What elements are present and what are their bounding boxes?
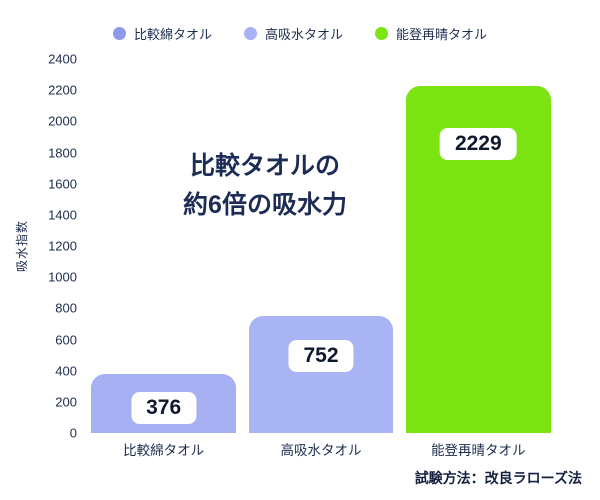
y-axis-ticks: 0 200 400 600 800 1000 1200 1400 1600 1800 2000 220… — [35, 53, 77, 440]
y-tick-label: 1800 — [48, 145, 77, 160]
annotation-line: 約6倍の吸水力 — [183, 190, 347, 219]
y-axis-title: 吸水指数 — [15, 220, 29, 273]
bar-value-label: 2229 — [439, 127, 517, 160]
annotation-line: 比較タオルの — [189, 152, 340, 180]
y-tick-label: 800 — [55, 300, 77, 316]
y-tick-label: 1600 — [48, 176, 77, 192]
y-tick-label: 1400 — [48, 207, 77, 223]
legend-dot-icon — [375, 27, 388, 40]
bar-1: 376 — [91, 374, 237, 433]
y-tick-label: 2200 — [48, 82, 77, 98]
legend-label: 能登再晴タオル — [396, 27, 488, 42]
annotation: 比較タオルの 約6倍の吸水力 — [85, 147, 445, 225]
bar-column: 2229 — [400, 59, 557, 433]
y-tick-label: 400 — [55, 363, 77, 379]
bar-value-label: 752 — [288, 339, 354, 372]
y-tick-label: 600 — [55, 332, 77, 347]
bar-3: 2229 — [405, 85, 551, 433]
bar-column: 376 — [85, 59, 242, 433]
x-axis-labels: 比較綿タオル 高吸水タオル 能登再晴タオル — [85, 439, 557, 459]
x-axis-label: 能登再晴タオル — [431, 443, 526, 458]
y-tick-label: 2000 — [48, 113, 77, 129]
y-tick-label: 2400 — [48, 51, 77, 67]
legend-label: 高吸水タオル — [264, 27, 343, 42]
bar-value-label: 376 — [131, 392, 197, 425]
legend-item: 比較綿タオル — [112, 24, 212, 43]
bar-column: 752 — [242, 59, 399, 433]
y-tick-label: 1200 — [48, 238, 77, 254]
legend-dot-icon — [112, 27, 126, 40]
legend-item: 高吸水タオル — [243, 24, 343, 43]
plot-area: 吸水指数 0 200 400 600 800 1000 1200 1400 1600 1800 20… — [15, 53, 557, 458]
legend: 比較綿タオル 高吸水タオル 能登再晴タオル — [0, 24, 600, 43]
legend-label: 比較綿タオル — [133, 27, 212, 42]
x-axis-label: 比較綿タオル — [123, 443, 205, 458]
y-tick-label: 0 — [69, 425, 77, 441]
bars: 376 752 2229 — [85, 59, 557, 433]
y-tick-label: 200 — [55, 394, 77, 410]
footnote: 試験方法：改良ラローズ法 — [414, 470, 582, 486]
x-axis-label: 高吸水タオル — [280, 443, 362, 458]
legend-dot-icon — [243, 27, 257, 40]
legend-item: 能登再晴タオル — [375, 24, 487, 43]
bar-2: 752 — [248, 315, 394, 433]
y-tick-label: 1000 — [48, 269, 77, 285]
